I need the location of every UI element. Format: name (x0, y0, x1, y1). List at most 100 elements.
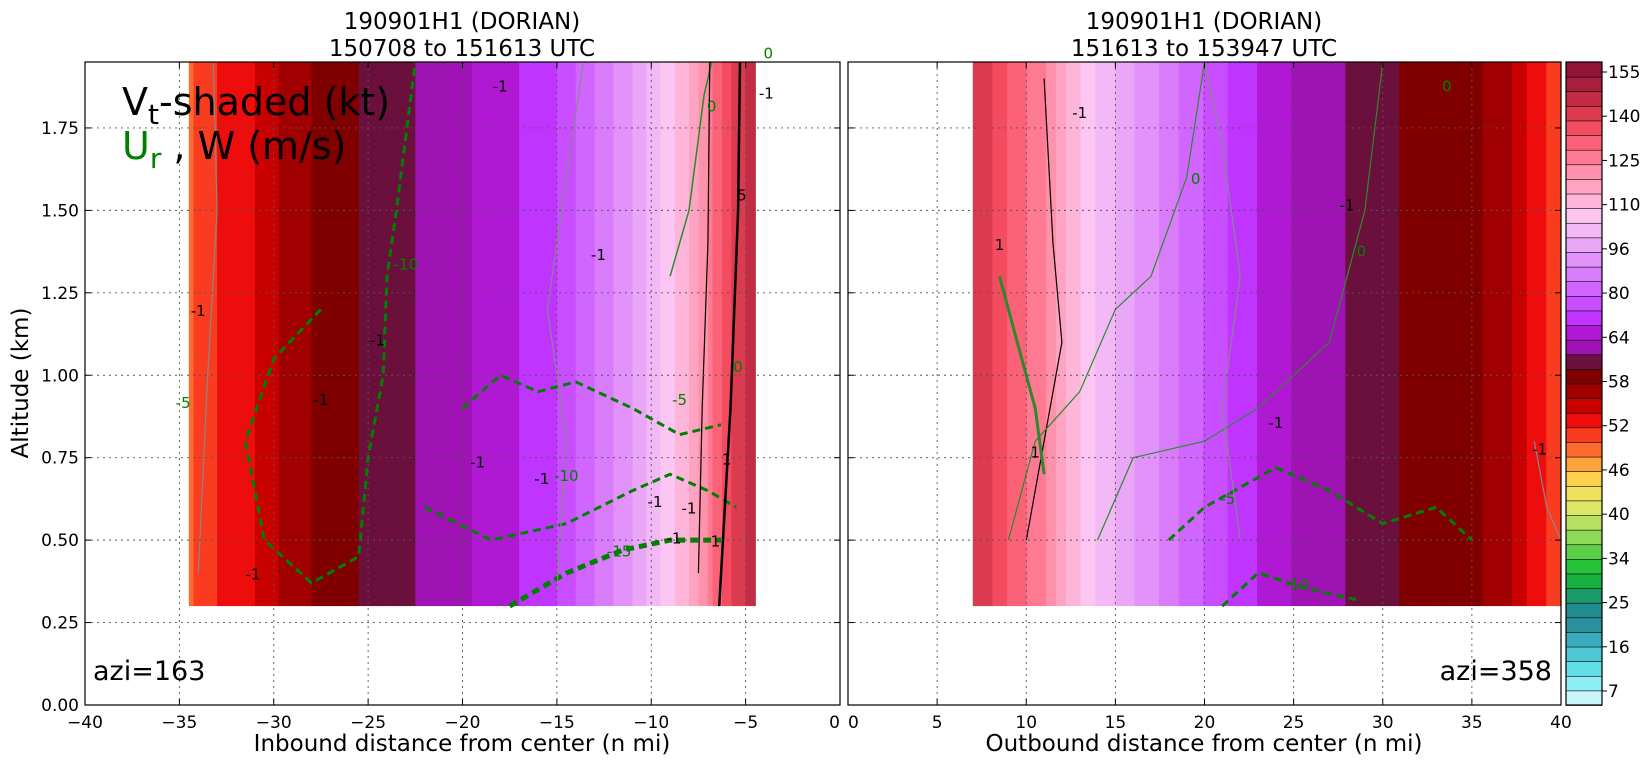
vt-shade-cell (698, 62, 704, 607)
contour-label: -10 (554, 467, 579, 485)
y-tick-label: 0.50 (41, 531, 79, 551)
vt-shade-cell (684, 62, 690, 607)
contour-label: -5 (1220, 490, 1235, 508)
vt-shade-cell (514, 62, 520, 607)
vt-shade-cell (1266, 62, 1273, 607)
x-tick-label: −40 (67, 713, 103, 733)
vt-shade-cell (486, 62, 492, 607)
vt-shade-cell (1404, 62, 1410, 607)
colorbar-tick-label: 96 (1608, 240, 1630, 260)
vt-shade-cell (1203, 62, 1209, 607)
contour-label: 5 (737, 186, 747, 204)
vt-shade-cell (547, 62, 553, 607)
colorbar-cell (1565, 134, 1603, 151)
vt-shade-cell (269, 62, 275, 607)
vt-shade-cell (264, 62, 270, 607)
colorbar-cell (1565, 427, 1603, 443)
vt-shade-cell (1467, 62, 1474, 607)
vt-shade-cell (240, 62, 247, 607)
vt-shade-cell (387, 62, 393, 607)
vt-shade-cell (566, 62, 572, 607)
right-title: 190901H1 (DORIAN) (1086, 9, 1323, 35)
vt-shade-cell (982, 62, 989, 607)
vt-shade-cell (538, 62, 544, 607)
vt-shade-cell (1315, 62, 1322, 607)
vt-shade-cell (660, 62, 667, 607)
contour-label: 0 (707, 97, 717, 115)
colorbar-tick-label: 58 (1608, 373, 1630, 393)
colorbar-tick-label: 140 (1608, 107, 1640, 127)
vt-shade-cell (1399, 62, 1405, 607)
vt-shade-cell (1492, 62, 1499, 607)
vt-shade-cell (1477, 62, 1484, 607)
vt-shade-cell (641, 62, 648, 607)
vt-shade-cell (1497, 62, 1503, 607)
contour-label: 0 (764, 45, 774, 63)
colorbar-cell (1565, 222, 1603, 239)
vt-shade-cell (1149, 62, 1155, 607)
y-tick-label: 0.00 (41, 696, 79, 716)
vt-shade-cell (1335, 62, 1342, 607)
vt-shade-cell (1311, 62, 1317, 607)
colorbar-cell (1565, 90, 1603, 107)
vt-shade-cell (1222, 62, 1229, 607)
vt-shade-cell (750, 62, 756, 607)
colorbar-cell (1565, 353, 1603, 370)
vt-shade-cell (311, 62, 318, 607)
vt-shade-cell (1423, 62, 1430, 607)
vt-shade-cell (1546, 62, 1552, 607)
contour-label: -1 (1340, 196, 1355, 214)
vt-shade-cell (1355, 62, 1361, 607)
left-title: 190901H1 (DORIAN) (344, 9, 581, 35)
vt-shade-cell (353, 62, 360, 607)
vt-shade-cell (410, 62, 417, 607)
vt-shade-cell (358, 62, 365, 607)
vt-shade-cell (221, 62, 228, 607)
vt-shade-cell (1511, 62, 1518, 607)
vt-shade-cell (495, 62, 502, 607)
vt-shade-cell (1502, 62, 1508, 607)
y-tick-label: 1.75 (41, 119, 79, 139)
vt-shade-cell (594, 62, 601, 607)
y-tick-label: 1.50 (41, 201, 79, 221)
vt-shade-cell (339, 62, 346, 607)
vt-shade-cell (1085, 62, 1092, 607)
vt-shade-cell (1350, 62, 1356, 607)
vt-shade-cell (1183, 62, 1190, 607)
vt-shade-cell (1016, 62, 1023, 607)
vt-shade-cell (1443, 62, 1450, 607)
colorbar-cell (1565, 207, 1603, 224)
vt-shade-cell (471, 62, 478, 607)
vt-shade-cell (1306, 62, 1312, 607)
vt-shade-cell (632, 62, 638, 607)
vt-shade-cell (1105, 62, 1111, 607)
x-tick-label: 20 (1194, 713, 1216, 733)
legend-vt-title: Vt-shaded (kt) (122, 80, 390, 131)
x-tick-label: 40 (1550, 713, 1572, 733)
colorbar-tick-label: 155 (1608, 63, 1640, 83)
vt-shade-cell (424, 62, 431, 607)
vt-shade-cell (1080, 62, 1087, 607)
x-tick-label: 10 (1015, 713, 1037, 733)
left-panel: −40 −35 −30 −25 −20 −15 −10 −5 0 0.00 0.25 0.50 0.75… (8, 9, 841, 757)
left-grid (85, 62, 840, 705)
vt-shade-cell (1139, 62, 1146, 607)
vt-shade-cell (1526, 62, 1533, 607)
vt-shade-cell (1448, 62, 1454, 607)
vt-shade-cell (608, 62, 615, 607)
vt-shade-cell (297, 62, 303, 607)
vt-shade-cell (1198, 62, 1204, 607)
contour-line (1203, 62, 1241, 541)
contour-label: 1 (1030, 444, 1040, 462)
vt-shade-cell (212, 62, 218, 607)
vt-shade-cell (462, 62, 469, 607)
contour-line (717, 62, 742, 607)
colorbar-tick-label: 110 (1608, 196, 1640, 216)
contour-label: 1 (995, 236, 1005, 254)
vt-shade-cell (1247, 62, 1253, 607)
vt-shade-cell (689, 62, 695, 607)
colorbar-cell (1565, 397, 1603, 414)
vt-shade-cell (585, 62, 591, 607)
colorbar-tick-label: 80 (1608, 284, 1630, 304)
